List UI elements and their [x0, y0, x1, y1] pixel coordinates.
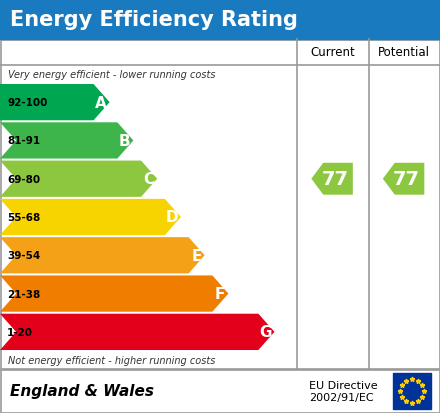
Polygon shape	[0, 237, 205, 274]
Text: 55-68: 55-68	[7, 212, 40, 223]
Text: C: C	[143, 172, 154, 187]
Bar	[393, 373, 431, 409]
Text: EU Directive: EU Directive	[309, 380, 378, 390]
Polygon shape	[312, 164, 353, 195]
Polygon shape	[0, 276, 228, 312]
Bar	[0, 40, 440, 369]
Text: 92-100: 92-100	[7, 98, 48, 108]
Text: 21-38: 21-38	[7, 289, 40, 299]
Text: Not energy efficient - higher running costs: Not energy efficient - higher running co…	[8, 355, 215, 365]
Text: 77: 77	[393, 170, 420, 189]
Polygon shape	[0, 199, 181, 235]
Text: Potential: Potential	[378, 46, 430, 59]
Text: D: D	[165, 210, 178, 225]
Text: E: E	[191, 248, 202, 263]
Text: F: F	[215, 286, 225, 301]
Text: Current: Current	[311, 46, 355, 59]
Text: 2002/91/EC: 2002/91/EC	[309, 392, 374, 402]
Text: 39-54: 39-54	[7, 251, 40, 261]
Polygon shape	[0, 85, 110, 121]
Polygon shape	[0, 161, 157, 197]
Polygon shape	[0, 314, 275, 350]
Text: A: A	[95, 95, 106, 110]
Text: G: G	[259, 325, 271, 339]
Text: England & Wales: England & Wales	[10, 384, 154, 399]
Text: B: B	[119, 133, 130, 149]
Text: 77: 77	[321, 170, 348, 189]
Text: 69-80: 69-80	[7, 174, 40, 184]
Polygon shape	[0, 123, 133, 159]
Text: Very energy efficient - lower running costs: Very energy efficient - lower running co…	[8, 70, 216, 80]
Text: 81-91: 81-91	[7, 136, 40, 146]
Text: 1-20: 1-20	[7, 327, 33, 337]
Polygon shape	[383, 164, 424, 195]
Bar	[0, 0, 440, 40]
Text: Energy Efficiency Rating: Energy Efficiency Rating	[10, 10, 298, 30]
Bar	[0, 370, 440, 413]
